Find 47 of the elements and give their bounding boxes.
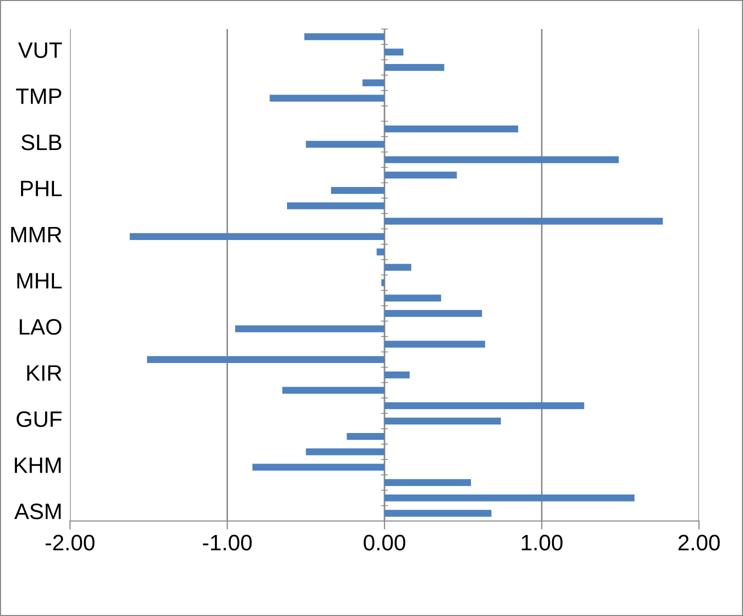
y-tick-label: ASM [14, 504, 61, 520]
bar [130, 233, 384, 240]
bar [384, 479, 471, 486]
x-tick-label: 1.00 [522, 534, 563, 551]
x-tick-label: 2.00 [678, 534, 720, 551]
bar [252, 464, 384, 471]
bar [384, 294, 442, 302]
bar [235, 325, 384, 332]
bar [362, 79, 384, 86]
bar [384, 125, 518, 132]
bar [384, 172, 457, 179]
x-tick-label: -2.00 [46, 534, 94, 551]
bar [384, 418, 501, 425]
y-tick-label: LAO [20, 319, 62, 335]
bar [306, 140, 384, 148]
bar [376, 248, 384, 256]
bar [384, 494, 635, 502]
y-tick-label: PHL [21, 180, 62, 196]
bar [306, 448, 384, 456]
bar [384, 64, 444, 71]
bar [384, 310, 482, 317]
x-tick-label: 0.00 [364, 534, 406, 551]
y-tick-label: SLB [21, 134, 62, 150]
y-tick-label: TMP [16, 88, 62, 104]
y-tick-label: MMR [11, 227, 62, 242]
x-tick-label: -1.00 [202, 534, 252, 551]
bar [282, 386, 384, 394]
bar [381, 279, 384, 286]
bar [384, 48, 404, 56]
y-tick-label: KHM [14, 458, 61, 473]
y-tick-label: GUF [16, 411, 62, 428]
bar [384, 371, 410, 378]
bar [384, 402, 584, 410]
bar [384, 156, 619, 164]
y-tick-label: VUT [18, 42, 62, 58]
bar [147, 356, 384, 364]
bar [331, 186, 384, 194]
bar [384, 510, 492, 517]
bar [384, 340, 486, 348]
bar [384, 218, 663, 225]
bar [304, 33, 384, 40]
bar [384, 264, 412, 271]
y-tick-label: KIR [27, 365, 62, 381]
bar [270, 94, 384, 102]
bar [346, 432, 384, 440]
y-tick-label: MHL [17, 273, 62, 288]
bar [287, 202, 384, 210]
